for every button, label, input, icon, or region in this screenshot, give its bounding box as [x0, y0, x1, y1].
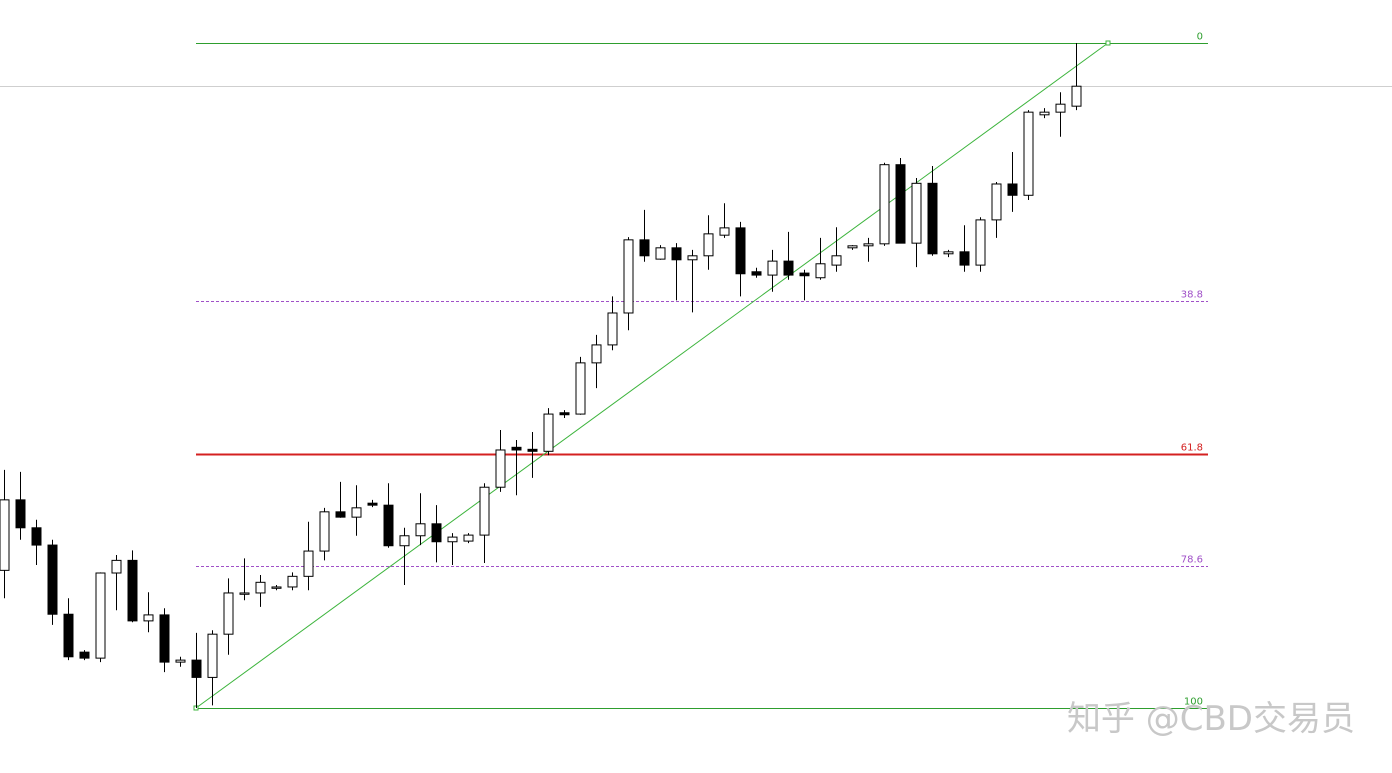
candle-body: [47, 544, 58, 615]
candle-body: [511, 446, 522, 451]
candle-body: [127, 559, 138, 622]
candle-body: [719, 227, 730, 236]
candle-body: [63, 613, 74, 658]
candle-body: [1055, 103, 1066, 113]
candle-body: [655, 247, 666, 260]
fib-level-label: 78.6: [1181, 555, 1203, 566]
candle-body: [255, 581, 266, 594]
candle-body: [975, 219, 986, 266]
candle-body: [815, 263, 826, 279]
candle-body: [991, 183, 1002, 221]
candle-body: [527, 448, 538, 452]
candle-body: [735, 227, 746, 275]
fib-trend-line: [195, 42, 1109, 709]
candle-body: [79, 651, 90, 659]
candle-body: [831, 255, 842, 266]
candle-body: [495, 449, 506, 488]
candle-body: [383, 504, 394, 547]
candle-body: [687, 255, 698, 261]
candle-body: [703, 233, 714, 257]
candle-body: [335, 511, 346, 518]
candle-body: [271, 586, 282, 589]
candle-body: [431, 523, 442, 543]
candle-body: [639, 239, 650, 257]
candle-body: [895, 164, 906, 244]
candle-body: [623, 239, 634, 314]
candles: [0, 43, 1082, 708]
candle-body: [559, 412, 570, 416]
candle-body: [239, 592, 250, 595]
candle-body: [911, 182, 922, 244]
candle-body: [591, 344, 602, 364]
fib-level-label: 100: [1184, 697, 1203, 708]
candle-body: [943, 251, 954, 255]
candle-body: [607, 312, 618, 346]
candle-body: [751, 271, 762, 276]
candle-body: [287, 575, 298, 588]
candle-body: [367, 502, 378, 506]
candle-body: [191, 659, 202, 678]
watermark: 知乎 @CBD交易员: [1067, 699, 1355, 739]
candle-body: [159, 614, 170, 663]
candle-body: [15, 499, 26, 529]
candle-body: [671, 247, 682, 261]
fib-level-label: 0: [1197, 32, 1203, 43]
candle-body: [143, 614, 154, 622]
candle-body: [847, 245, 858, 249]
candle-body: [0, 499, 10, 571]
candle-body: [111, 559, 122, 574]
candle-body: [479, 486, 490, 536]
candle-body: [767, 260, 778, 276]
candle-body: [447, 536, 458, 543]
candle-body: [207, 633, 218, 678]
candle-body: [415, 523, 426, 537]
candle-body: [319, 511, 330, 552]
candle-body: [863, 243, 874, 247]
candle-body: [31, 527, 42, 546]
candle-body: [223, 592, 234, 635]
fib-anchor: [1105, 40, 1111, 46]
candle-body: [351, 507, 362, 518]
candle-body: [303, 550, 314, 577]
candle-body: [543, 413, 554, 452]
candle-body: [175, 659, 186, 663]
candle-body: [1023, 111, 1034, 196]
fib-level-label: 61.8: [1181, 443, 1203, 454]
candle-body: [1007, 183, 1018, 196]
candle-body: [95, 572, 106, 659]
candle-body: [799, 272, 810, 277]
candle-body: [463, 534, 474, 542]
candle-body: [959, 251, 970, 266]
candle-body: [399, 535, 410, 547]
fib-level-label: 38.8: [1181, 290, 1203, 301]
candle-body: [575, 362, 586, 415]
candle-body: [1071, 85, 1082, 107]
candle-body: [1039, 111, 1050, 116]
candle-body: [783, 260, 794, 276]
candle-body: [879, 164, 890, 245]
fib-levels: 0 38.8 61.8 78.6 100: [193, 32, 1208, 711]
candle-body: [927, 182, 938, 255]
